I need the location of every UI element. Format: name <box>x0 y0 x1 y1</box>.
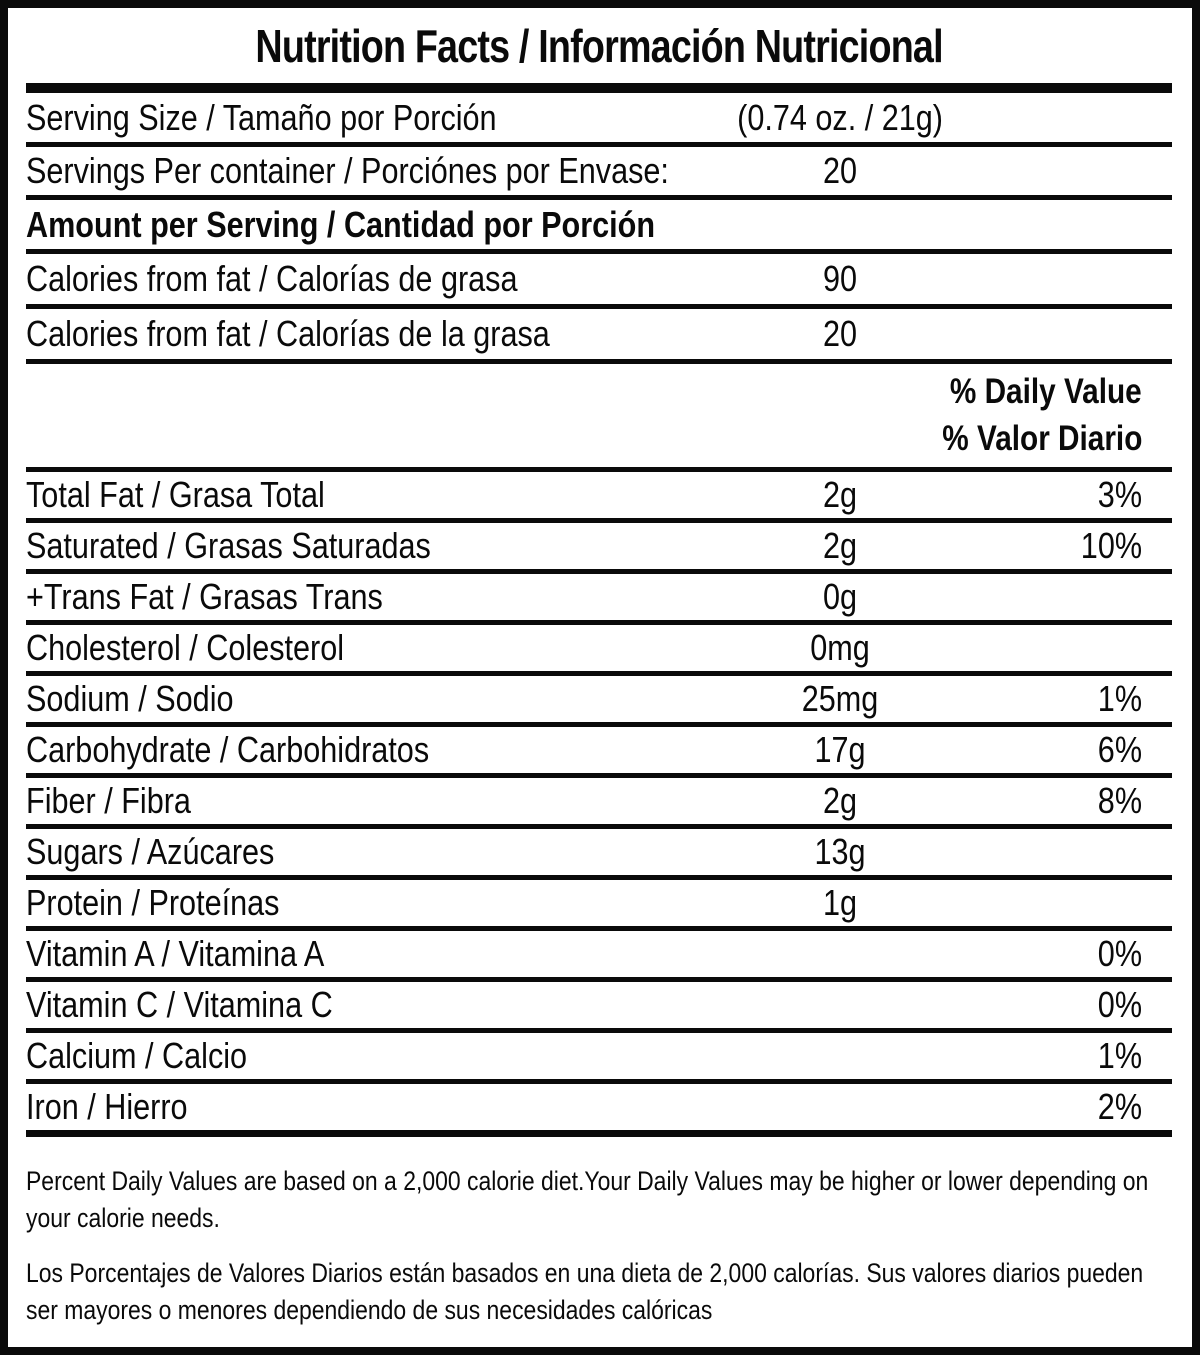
daily-value-header-es: % Valor Diario <box>941 419 1142 459</box>
nutrient-label: Saturated / Grasas Saturadas <box>26 525 431 566</box>
nutrient-amount: 1g <box>822 882 858 923</box>
calorie-label: Calories from fat / Calorías de grasa <box>26 258 518 299</box>
row-sugars: Sugars / Azúcares 13g <box>26 829 1172 880</box>
row-trans-fat: +Trans Fat / Grasas Trans 0g <box>26 574 1172 625</box>
daily-value-header-en: % Daily Value <box>950 371 1142 411</box>
row-iron: Iron / Hierro 2% <box>26 1084 1172 1137</box>
nutrient-label: Calcium / Calcio <box>26 1035 248 1076</box>
nutrient-amount: 2g <box>822 780 858 821</box>
nutrient-percent: 3% <box>1097 474 1142 515</box>
row-vitamin-a: Vitamin A / Vitamina A 0% <box>26 931 1172 982</box>
calorie-value: 20 <box>822 313 858 354</box>
serving-size-row: Serving Size / Tamaño por Porción (0.74 … <box>26 93 1172 147</box>
row-saturated-fat: Saturated / Grasas Saturadas 2g 10% <box>26 523 1172 574</box>
nutrient-label: Total Fat / Grasa Total <box>26 474 325 515</box>
row-sodium: Sodium / Sodio 25mg 1% <box>26 676 1172 727</box>
nutrient-label: Fiber / Fibra <box>26 780 191 821</box>
nutrient-label: +Trans Fat / Grasas Trans <box>26 576 383 617</box>
nutrient-percent: 2% <box>1097 1086 1142 1127</box>
serving-size-value: (0.74 oz. / 21g) <box>737 96 943 138</box>
calories-from-fat-row-1: Calories from fat / Calorías de grasa 90 <box>26 254 1172 309</box>
nutrient-amount: 25mg <box>801 678 879 719</box>
nutrient-label: Protein / Proteínas <box>26 882 280 923</box>
row-calcium: Calcium / Calcio 1% <box>26 1033 1172 1084</box>
nutrient-amount: 0g <box>822 576 858 617</box>
nutrient-percent: 1% <box>1097 678 1142 719</box>
nutrient-label: Iron / Hierro <box>26 1086 188 1127</box>
nutrient-percent: 1% <box>1097 1035 1142 1076</box>
nutrient-percent: 0% <box>1097 933 1142 974</box>
serving-size-label: Serving Size / Tamaño por Porción <box>26 96 497 138</box>
nutrient-percent: 0% <box>1097 984 1142 1025</box>
daily-value-header-block: % Daily Value % Valor Diario <box>26 364 1172 472</box>
footnote-english: Percent Daily Values are based on a 2,00… <box>26 1163 1172 1237</box>
nutrient-label: Cholesterol / Colesterol <box>26 627 345 668</box>
nutrient-label: Carbohydrate / Carbohidratos <box>26 729 430 770</box>
nutrient-label: Sugars / Azúcares <box>26 831 275 872</box>
nutrient-amount: 2g <box>822 525 858 566</box>
nutrient-percent: 6% <box>1097 729 1142 770</box>
row-protein: Protein / Proteínas 1g <box>26 880 1172 931</box>
calorie-value: 90 <box>822 258 858 299</box>
nutrient-amount: 0mg <box>810 627 870 668</box>
nutrient-label: Sodium / Sodio <box>26 678 234 719</box>
calorie-label: Calories from fat / Calorías de la grasa <box>26 313 550 354</box>
nutrient-amount: 2g <box>822 474 858 515</box>
label-title: Nutrition Facts / Información Nutriciona… <box>255 19 943 72</box>
nutrient-amount: 13g <box>814 831 866 872</box>
title-divider-bar <box>26 83 1172 93</box>
footnote-spanish: Los Porcentajes de Valores Diarios están… <box>26 1255 1172 1329</box>
row-carbohydrate: Carbohydrate / Carbohidratos 17g 6% <box>26 727 1172 778</box>
nutrient-label: Vitamin A / Vitamina A <box>26 933 325 974</box>
servings-per-container-row: Servings Per container / Porciónes por E… <box>26 147 1172 200</box>
nutrient-label: Vitamin C / Vitamina C <box>26 984 333 1025</box>
footnote-spanish-text: Los Porcentajes de Valores Diarios están… <box>26 1258 1144 1325</box>
nutrient-amount: 17g <box>814 729 866 770</box>
footnote-english-text: Percent Daily Values are based on a 2,00… <box>26 1166 1149 1233</box>
row-fiber: Fiber / Fibra 2g 8% <box>26 778 1172 829</box>
footnotes-section: Percent Daily Values are based on a 2,00… <box>26 1137 1172 1329</box>
servings-per-container-value: 20 <box>822 150 858 191</box>
row-total-fat: Total Fat / Grasa Total 2g 3% <box>26 472 1172 523</box>
amount-per-serving-header: Amount per Serving / Cantidad por Porció… <box>26 203 656 245</box>
amount-per-serving-row: Amount per Serving / Cantidad por Porció… <box>26 200 1172 254</box>
title-block: Nutrition Facts / Información Nutriciona… <box>26 8 1172 83</box>
row-vitamin-c: Vitamin C / Vitamina C 0% <box>26 982 1172 1033</box>
nutrient-percent: 8% <box>1097 780 1142 821</box>
servings-per-container-label: Servings Per container / Porciónes por E… <box>26 150 669 191</box>
calories-from-fat-row-2: Calories from fat / Calorías de la grasa… <box>26 309 1172 364</box>
nutrient-percent: 10% <box>1080 525 1142 566</box>
row-cholesterol: Cholesterol / Colesterol 0mg <box>26 625 1172 676</box>
